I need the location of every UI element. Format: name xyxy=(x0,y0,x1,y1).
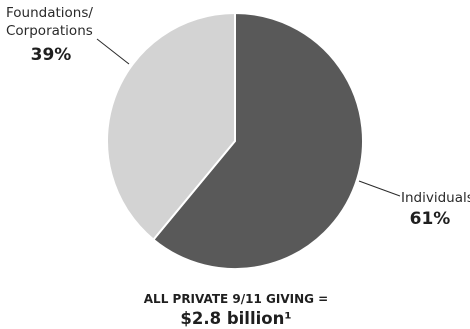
foundations-label-line1: Foundations/ xyxy=(6,5,93,21)
foundations-label-line2: Corporations xyxy=(6,23,93,39)
individuals-label: Individuals xyxy=(401,190,470,206)
caption-line-2: $2.8 billion¹ xyxy=(180,309,291,328)
pie-slices xyxy=(106,12,364,270)
caption-line-1: ALL PRIVATE 9/11 GIVING = xyxy=(144,292,328,306)
foundations-leader-line xyxy=(96,38,130,65)
individuals-leader-line xyxy=(358,180,401,197)
pie-slice-foundations-corporations xyxy=(106,12,236,241)
individuals-percent: 61% xyxy=(410,209,451,229)
foundations-percent: 39% xyxy=(31,45,72,65)
pie-slice-individuals xyxy=(152,12,364,270)
